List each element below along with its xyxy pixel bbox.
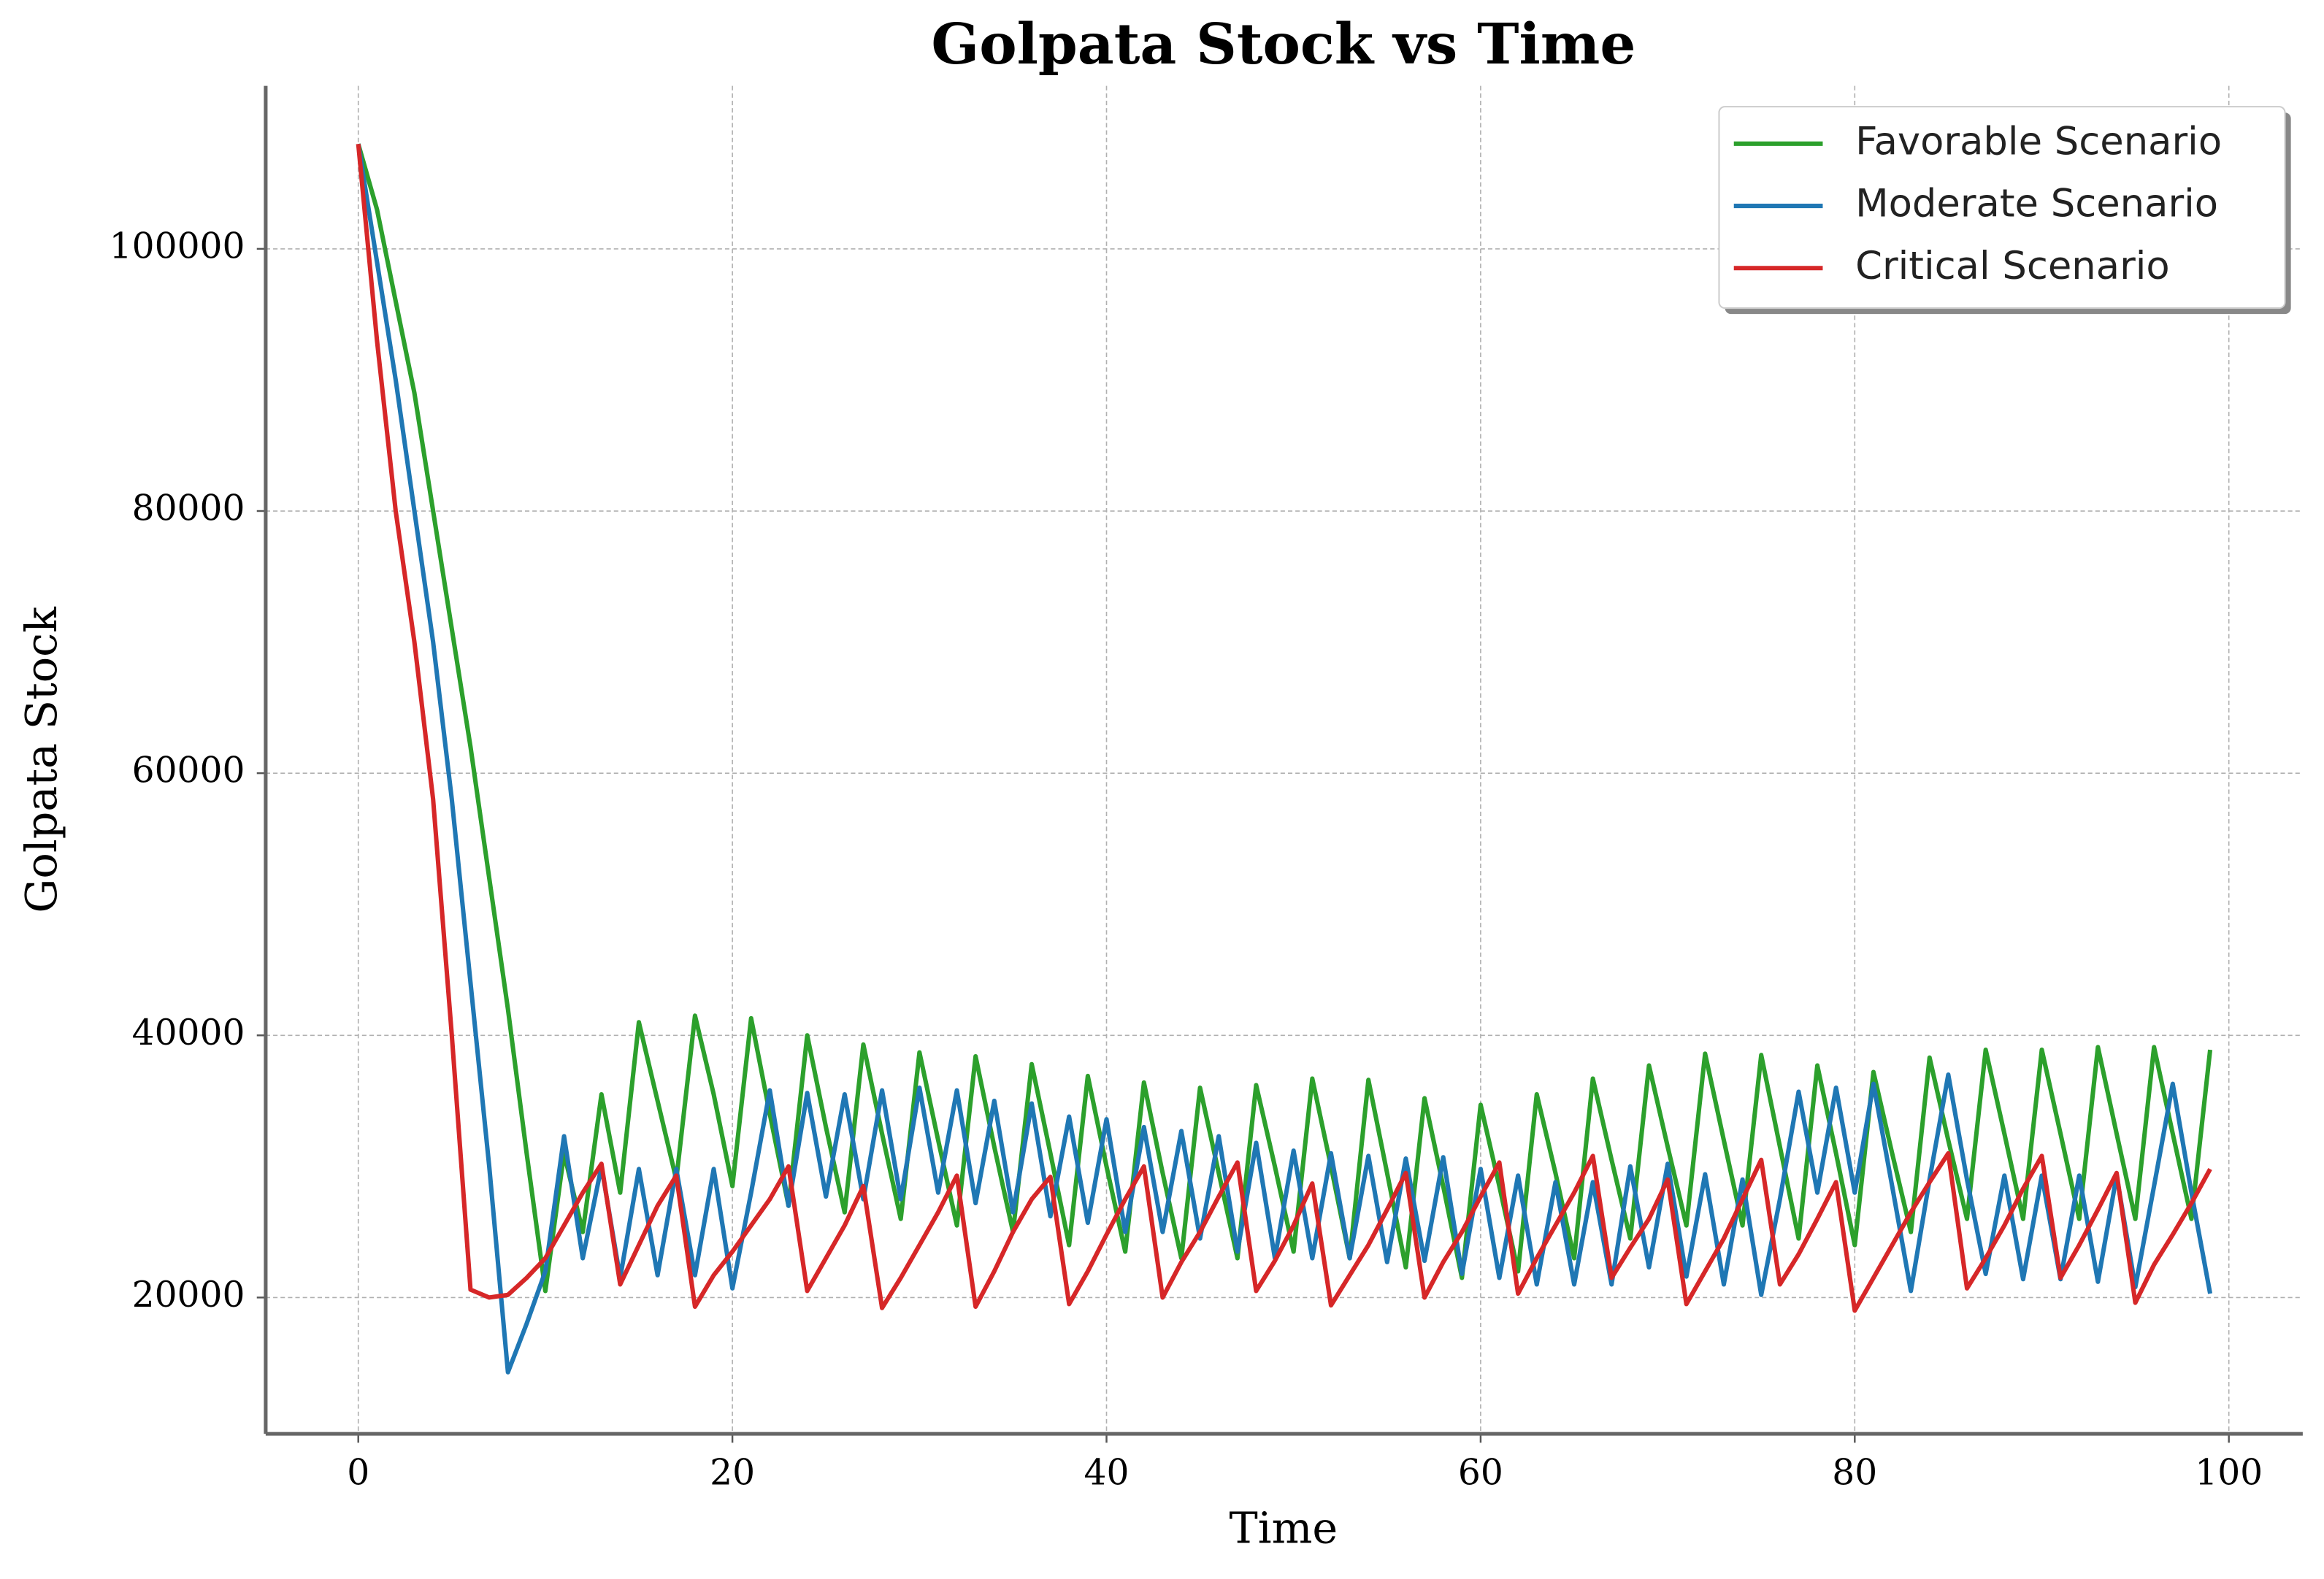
y-tick-label: 20000 xyxy=(132,1275,245,1315)
legend-label: Critical Scenario xyxy=(1855,244,2170,288)
series-line xyxy=(356,143,2213,1375)
x-tick-label: 60 xyxy=(1458,1452,1503,1493)
x-tick-label: 0 xyxy=(347,1452,369,1493)
series-line xyxy=(356,143,2213,1294)
y-axis-label: Golpata Stock xyxy=(16,606,66,913)
x-axis-label: Time xyxy=(1230,1503,1338,1553)
x-tick-label: 20 xyxy=(710,1452,755,1493)
x-tick-label: 100 xyxy=(2195,1452,2263,1493)
chart-title: Golpata Stock vs Time xyxy=(931,12,1635,77)
x-tick-label: 80 xyxy=(1832,1452,1877,1493)
y-tick-label: 100000 xyxy=(110,226,245,266)
y-tick-label: 80000 xyxy=(132,488,245,529)
series-line xyxy=(356,143,2212,1313)
legend-box xyxy=(1718,106,2286,310)
x-tick-label: 40 xyxy=(1084,1452,1130,1493)
y-tick-label: 40000 xyxy=(132,1013,245,1053)
legend-label: Favorable Scenario xyxy=(1855,119,2222,164)
legend: Favorable Scenario Moderate Scenario Criti… xyxy=(1718,106,2291,315)
legend-label: Moderate Scenario xyxy=(1855,182,2218,226)
y-tick-label: 60000 xyxy=(132,750,245,791)
